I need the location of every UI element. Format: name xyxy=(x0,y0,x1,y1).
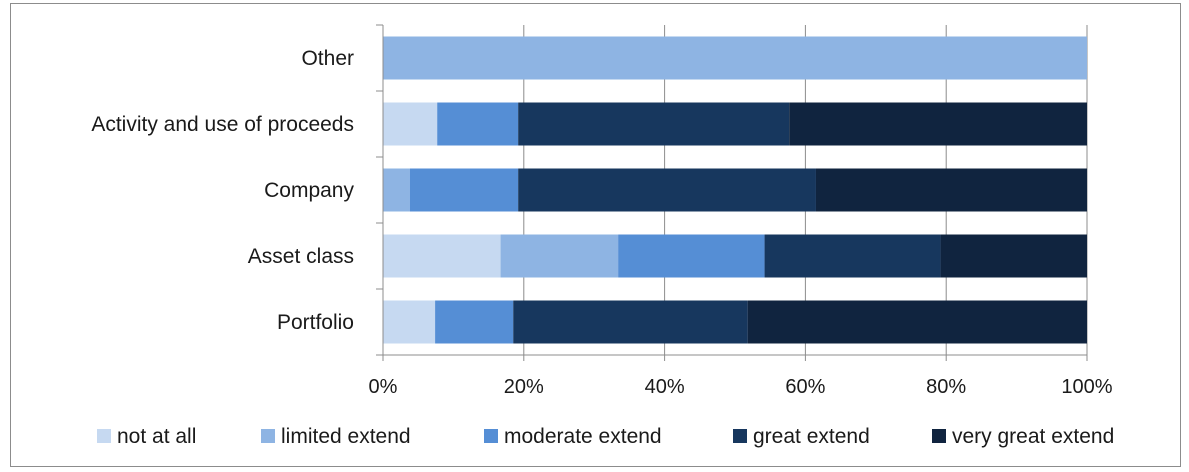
x-tick-label: 0% xyxy=(369,376,398,398)
legend-swatch xyxy=(733,429,747,443)
bar-segment xyxy=(383,300,436,344)
bar-segment xyxy=(764,234,941,278)
legend-label: limited extend xyxy=(281,425,411,448)
legend-swatch xyxy=(484,429,498,443)
x-tick-labels: 0% 20% 40% 60% 80% 100% xyxy=(369,376,1113,398)
bar-segment xyxy=(513,300,748,344)
category-label: Portfolio xyxy=(277,311,354,334)
x-tick-label: 60% xyxy=(785,376,825,398)
bar-segment xyxy=(747,300,1087,344)
bar-segment xyxy=(383,168,410,212)
bar-segment xyxy=(437,102,519,146)
bar-segment xyxy=(383,102,438,146)
legend-swatch xyxy=(932,429,946,443)
bar-segment xyxy=(518,168,816,212)
bar-segment xyxy=(518,102,790,146)
bar-segment xyxy=(940,234,1087,278)
bar-segment xyxy=(383,36,1087,80)
category-label: Asset class xyxy=(248,245,354,268)
axes xyxy=(376,24,1088,361)
x-tick-label: 20% xyxy=(504,376,544,398)
bar-segment xyxy=(500,234,619,278)
category-label: Company xyxy=(264,179,354,202)
bars xyxy=(383,36,1087,344)
legend-label: very great extend xyxy=(952,425,1114,448)
bar-segment xyxy=(815,168,1087,212)
bar-segment xyxy=(618,234,765,278)
legend-swatch xyxy=(261,429,275,443)
x-tick-label: 100% xyxy=(1061,376,1112,398)
legend-swatch xyxy=(97,429,111,443)
category-label: Other xyxy=(301,47,354,70)
category-labels: Other Activity and use of proceeds Company… xyxy=(91,47,354,334)
legend: not at all limited extend moderate extend g… xyxy=(97,425,1114,448)
bar-segment xyxy=(435,300,514,344)
bar-segment xyxy=(383,234,501,278)
x-tick-label: 80% xyxy=(926,376,966,398)
x-tick-label: 40% xyxy=(645,376,685,398)
bar-segment xyxy=(789,102,1087,146)
legend-label: great extend xyxy=(753,425,870,448)
category-label: Activity and use of proceeds xyxy=(91,113,354,136)
bar-segment xyxy=(409,168,519,212)
legend-label: not at all xyxy=(117,425,196,448)
legend-label: moderate extend xyxy=(504,425,662,448)
